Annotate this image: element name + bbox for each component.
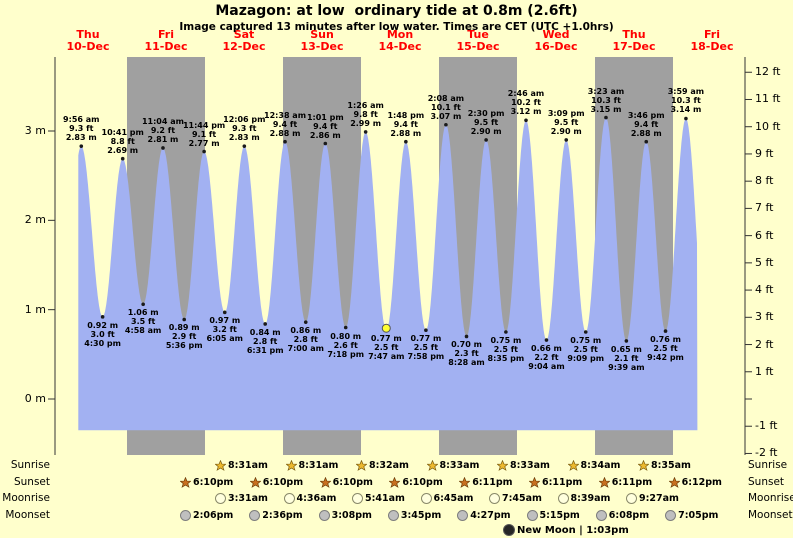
high-tide-dot bbox=[79, 144, 84, 148]
high-tide-dot bbox=[161, 146, 165, 150]
high-tide-dot bbox=[444, 122, 448, 127]
high-tide-dot bbox=[202, 149, 206, 154]
high-tide-dot bbox=[404, 139, 408, 144]
high-tide-dot bbox=[644, 139, 649, 144]
high-tide-dot bbox=[684, 116, 688, 121]
high-tide-dot bbox=[283, 139, 287, 144]
low-tide-dot bbox=[663, 329, 668, 333]
high-tide-dot bbox=[484, 138, 488, 142]
high-tide-dot bbox=[363, 130, 368, 134]
low-tide-dot bbox=[464, 334, 469, 339]
high-tide-dot bbox=[323, 141, 328, 146]
tide-curve bbox=[78, 117, 698, 431]
high-tide-dot bbox=[120, 156, 125, 161]
low-tide-dot bbox=[222, 310, 227, 315]
low-tide-dot bbox=[544, 338, 549, 342]
low-tide-dot bbox=[424, 328, 428, 333]
chart-title: Mazagon: at low ordinary tide at 0.8m (2… bbox=[215, 3, 578, 19]
low-tide-dot bbox=[141, 302, 145, 307]
low-tide-dot bbox=[624, 339, 629, 343]
low-tide-dot bbox=[583, 330, 588, 334]
low-tide-dot bbox=[100, 315, 105, 319]
high-tide-dot bbox=[604, 115, 608, 120]
high-tide-dot bbox=[564, 138, 569, 142]
low-tide-dot bbox=[343, 325, 348, 330]
low-tide-dot bbox=[182, 317, 186, 322]
chart-subtitle: Image captured 13 minutes after low wate… bbox=[179, 21, 614, 33]
high-tide-dot bbox=[242, 144, 247, 148]
high-tide-dot bbox=[524, 118, 528, 123]
low-tide-dot bbox=[303, 320, 308, 324]
low-tide-dot bbox=[263, 322, 267, 326]
current-time-marker bbox=[381, 323, 391, 333]
low-tide-dot bbox=[504, 330, 508, 334]
